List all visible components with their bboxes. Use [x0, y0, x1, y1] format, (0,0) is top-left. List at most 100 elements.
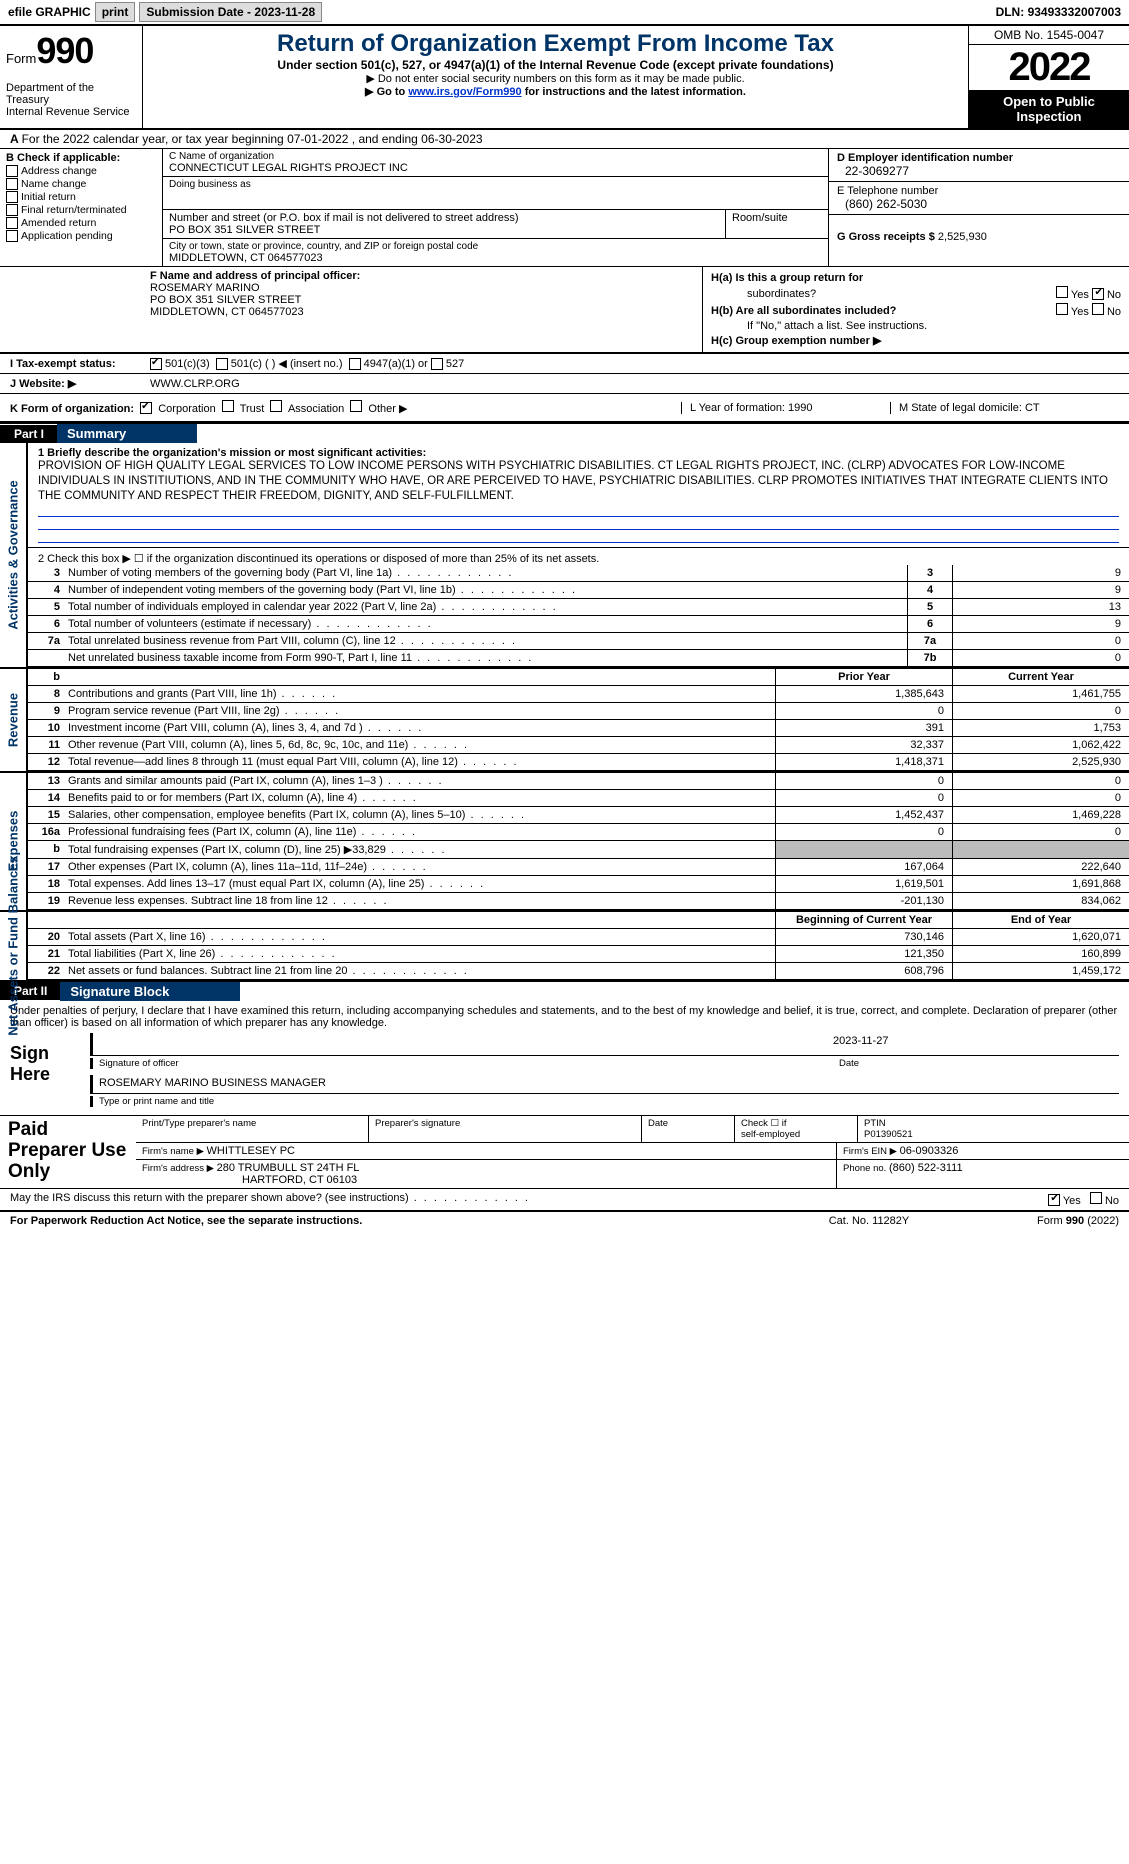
irs-label: Internal Revenue Service	[6, 106, 136, 118]
firm-addr1: 280 TRUMBULL ST 24TH FL	[217, 1162, 360, 1174]
na-line-21: 21Total liabilities (Part X, line 26)121…	[28, 946, 1129, 963]
efile-label: efile GRAPHIC	[8, 5, 91, 19]
tax-year: 2022	[969, 45, 1129, 90]
form-word: Form	[6, 51, 36, 66]
ha-no-checkbox[interactable]	[1092, 288, 1104, 300]
open-public: Open to Public Inspection	[969, 90, 1129, 128]
may-yes-checkbox[interactable]	[1048, 1194, 1060, 1206]
side-rev: Revenue	[0, 669, 28, 771]
corp-checkbox[interactable]	[140, 402, 152, 414]
firm-ein: 06-0903326	[900, 1145, 959, 1157]
submission-date-button[interactable]: Submission Date - 2023-11-28	[139, 2, 322, 22]
exp-line-14: 14Benefits paid to or for members (Part …	[28, 790, 1129, 807]
col-h: H(a) Is this a group return for subordin…	[703, 267, 1129, 352]
gov-line-7a: 7aTotal unrelated business revenue from …	[28, 633, 1129, 650]
col-f: F Name and address of principal officer:…	[0, 267, 703, 352]
omb-number: OMB No. 1545-0047	[969, 26, 1129, 45]
na-header: Beginning of Current Year End of Year	[28, 912, 1129, 929]
chk-amended[interactable]: Amended return	[6, 217, 156, 229]
row-k: K Form of organization: Corporation Trus…	[0, 394, 1129, 423]
firm-addr2: HARTFORD, CT 06103	[142, 1174, 357, 1186]
hb-yes-checkbox[interactable]	[1056, 303, 1068, 315]
rev-line-12: 12Total revenue—add lines 8 through 11 (…	[28, 754, 1129, 771]
exp-line-18: 18Total expenses. Add lines 13–17 (must …	[28, 876, 1129, 893]
ptin-value: P01390521	[864, 1129, 913, 1140]
main-title: Return of Organization Exempt From Incom…	[149, 30, 962, 58]
header-mid: Return of Organization Exempt From Incom…	[143, 26, 968, 128]
print-button[interactable]: print	[95, 2, 136, 22]
exp-line-15: 15Salaries, other compensation, employee…	[28, 807, 1129, 824]
header-right: OMB No. 1545-0047 2022 Open to Public In…	[968, 26, 1129, 128]
mission-text: PROVISION OF HIGH QUALITY LEGAL SERVICES…	[38, 459, 1119, 504]
part2-header: Part II Signature Block	[0, 980, 1129, 1001]
sign-here-block: Sign Here 2023-11-27 Signature of office…	[0, 1033, 1129, 1115]
sig-declaration: Under penalties of perjury, I declare th…	[0, 1001, 1129, 1033]
col-b: B Check if applicable: Address change Na…	[0, 149, 163, 266]
gov-line-5: 5Total number of individuals employed in…	[28, 599, 1129, 616]
side-na: Net Assets or Fund Balances	[0, 912, 28, 980]
website-value: WWW.CLRP.ORG	[150, 378, 240, 390]
paperwork-notice: For Paperwork Reduction Act Notice, see …	[10, 1215, 779, 1227]
state-domicile: M State of legal domicile: CT	[891, 402, 1119, 414]
dba-row: Doing business as	[163, 177, 828, 210]
sub-title: Under section 501(c), 527, or 4947(a)(1)…	[149, 58, 962, 72]
assoc-checkbox[interactable]	[270, 400, 282, 412]
year-formation: L Year of formation: 1990	[681, 402, 891, 414]
chk-initial-return[interactable]: Initial return	[6, 191, 156, 203]
chk-final-return[interactable]: Final return/terminated	[6, 204, 156, 216]
officer-name: ROSEMARY MARINO	[150, 282, 696, 294]
rev-line-9: 9Program service revenue (Part VIII, lin…	[28, 703, 1129, 720]
form-page: Form 990 (2022)	[959, 1215, 1119, 1227]
527-checkbox[interactable]	[431, 358, 443, 370]
mission-block: 1 Briefly describe the organization's mi…	[28, 443, 1129, 548]
blue-line	[38, 504, 1119, 517]
org-city: MIDDLETOWN, CT 064577023	[169, 252, 822, 264]
501c-checkbox[interactable]	[216, 358, 228, 370]
note-link: ▶ Go to www.irs.gov/Form990 for instruct…	[149, 85, 962, 98]
addr-row: Number and street (or P.O. box if mail i…	[163, 210, 726, 238]
irs-gov-link[interactable]: www.irs.gov/Form990	[408, 86, 521, 98]
chk-address-change[interactable]: Address change	[6, 165, 156, 177]
firm-name: WHITTLESEY PC	[207, 1145, 295, 1157]
b-header: B Check if applicable:	[6, 152, 156, 164]
exp-line-16a: 16aProfessional fundraising fees (Part I…	[28, 824, 1129, 841]
tel-value: (860) 262-5030	[837, 197, 1121, 211]
officer-printed-name: ROSEMARY MARINO BUSINESS MANAGER	[99, 1077, 1113, 1091]
org-address: PO BOX 351 SILVER STREET	[169, 224, 719, 236]
cat-no: Cat. No. 11282Y	[779, 1215, 959, 1227]
side-gov: Activities & Governance	[0, 443, 28, 667]
rev-line-10: 10Investment income (Part VIII, column (…	[28, 720, 1129, 737]
may-no-checkbox[interactable]	[1090, 1192, 1102, 1204]
4947-checkbox[interactable]	[349, 358, 361, 370]
chk-app-pending[interactable]: Application pending	[6, 230, 156, 242]
row-j: J Website: ▶ WWW.CLRP.ORG	[0, 374, 1129, 394]
exp-line-17: 17Other expenses (Part IX, column (A), l…	[28, 859, 1129, 876]
py-cy-header: b Prior Year Current Year	[28, 669, 1129, 686]
line-2: 2 Check this box ▶ ☐ if the organization…	[28, 548, 1129, 565]
gov-line-4: 4Number of independent voting members of…	[28, 582, 1129, 599]
may-discuss-row: May the IRS discuss this return with the…	[0, 1188, 1129, 1210]
501c3-checkbox[interactable]	[150, 358, 162, 370]
org-name-row: C Name of organization CONNECTICUT LEGAL…	[163, 149, 828, 177]
gov-line-3: 3Number of voting members of the governi…	[28, 565, 1129, 582]
gross-value: 2,525,930	[938, 231, 987, 243]
hb-no-checkbox[interactable]	[1092, 303, 1104, 315]
rev-line-11: 11Other revenue (Part VIII, column (A), …	[28, 737, 1129, 754]
section-bcd: B Check if applicable: Address change Na…	[0, 149, 1129, 267]
page-footer: For Paperwork Reduction Act Notice, see …	[0, 1210, 1129, 1230]
line-a: A For the 2022 calendar year, or tax yea…	[0, 128, 1129, 149]
sign-here-label: Sign Here	[10, 1033, 90, 1107]
top-bar: efile GRAPHIC print Submission Date - 20…	[0, 0, 1129, 26]
room-suite: Room/suite	[726, 210, 828, 238]
form-header: Form 990 Department of the Treasury Inte…	[0, 26, 1129, 128]
na-line-20: 20Total assets (Part X, line 16)730,1461…	[28, 929, 1129, 946]
other-checkbox[interactable]	[350, 400, 362, 412]
dept-treasury: Department of the Treasury	[6, 82, 136, 106]
gross-row: G Gross receipts $ 2,525,930	[829, 215, 1129, 246]
row-i: I Tax-exempt status: 501(c)(3) 501(c) ( …	[0, 353, 1129, 374]
paid-preparer-block: Paid Preparer Use Only Print/Type prepar…	[0, 1115, 1129, 1188]
chk-name-change[interactable]: Name change	[6, 178, 156, 190]
part1-header: Part I Summary	[0, 423, 1129, 443]
trust-checkbox[interactable]	[222, 400, 234, 412]
officer-addr2: MIDDLETOWN, CT 064577023	[150, 306, 696, 318]
